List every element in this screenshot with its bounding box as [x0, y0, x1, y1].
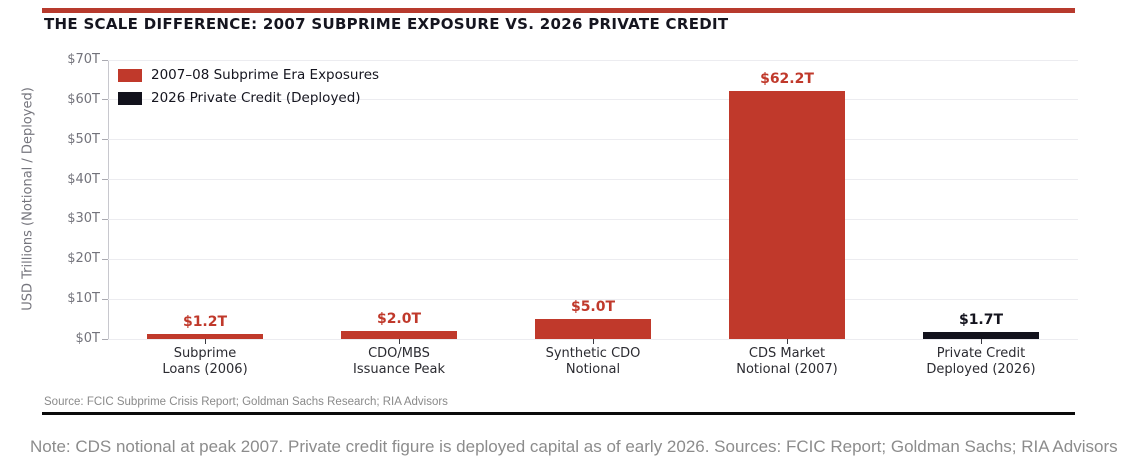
- y-tick-mark: [102, 99, 108, 101]
- bar: [341, 331, 457, 339]
- y-tick-mark: [102, 59, 108, 61]
- x-tick-label: CDO/MBS Issuance Peak: [302, 346, 496, 378]
- gridline: [108, 179, 1078, 181]
- x-tick-label-line: Deployed (2026): [926, 362, 1036, 377]
- bar: [729, 91, 845, 339]
- chart-title: THE SCALE DIFFERENCE: 2007 SUBPRIME EXPO…: [44, 15, 729, 33]
- y-tick-label: $50T: [67, 131, 100, 147]
- x-tick-label-line: Private Credit: [936, 346, 1026, 361]
- legend-label: 2026 Private Credit (Deployed): [151, 90, 361, 106]
- legend: 2007–08 Subprime Era Exposures 2026 Priva…: [118, 67, 379, 113]
- gridline: [108, 59, 1078, 61]
- x-tick-mark: [980, 339, 982, 344]
- x-tick-mark: [592, 339, 594, 344]
- x-tick-label-line: Notional (2007): [736, 362, 838, 377]
- y-tick-mark: [102, 298, 108, 300]
- x-tick-mark: [786, 339, 788, 344]
- y-tick-label: $60T: [67, 91, 100, 107]
- gridline: [108, 99, 1078, 101]
- x-tick-label-line: Synthetic CDO: [545, 346, 641, 361]
- gridline: [108, 139, 1078, 141]
- x-tick-label-line: Loans (2006): [162, 362, 248, 377]
- y-tick-mark: [102, 258, 108, 260]
- legend-label: 2007–08 Subprime Era Exposures: [151, 67, 380, 83]
- gridline: [108, 258, 1078, 260]
- x-tick-label: Subprime Loans (2006): [108, 346, 302, 378]
- x-tick-mark: [398, 339, 400, 344]
- y-tick-mark: [102, 179, 108, 181]
- x-tick-label-line: Subprime: [173, 346, 237, 361]
- bar-value-label: $5.0T: [570, 299, 616, 316]
- y-tick-label: $20T: [67, 251, 100, 267]
- bar: [923, 332, 1039, 339]
- x-tick-label-line: Notional: [565, 362, 621, 377]
- x-tick-label: Synthetic CDO Notional: [496, 346, 690, 378]
- source-divider: Source: FCIC Subprime Crisis Report; Gol…: [42, 396, 1075, 415]
- y-tick-label: $0T: [75, 331, 100, 346]
- source-line: Source: FCIC Subprime Crisis Report; Gol…: [44, 396, 448, 408]
- y-tick-label: $40T: [67, 171, 100, 187]
- bar: [147, 334, 263, 339]
- x-tick-mark: [204, 339, 206, 344]
- x-tick-label-line: CDO/MBS: [368, 346, 430, 361]
- plot-area: $1.2T $2.0T $5.0T $62.2T $1.7T: [108, 59, 1078, 340]
- bar-value-label: $2.0T: [376, 311, 422, 328]
- x-tick-label-line: CDS Market: [748, 346, 826, 361]
- x-tick-label: CDS Market Notional (2007): [690, 346, 884, 378]
- legend-swatch: [118, 91, 142, 105]
- gridline: [108, 218, 1078, 220]
- x-tick-label-line: Issuance Peak: [353, 362, 445, 377]
- y-tick-label: $70T: [67, 52, 100, 67]
- legend-swatch: [118, 68, 142, 82]
- y-tick-label: $30T: [67, 211, 100, 227]
- x-tick-label: Private Credit Deployed (2026): [884, 346, 1078, 378]
- y-tick-mark: [102, 338, 108, 340]
- y-axis-label-text: USD Trillions (Notional / Deployed): [20, 87, 36, 311]
- gridline: [108, 298, 1078, 300]
- footnote: Note: CDS notional at peak 2007. Private…: [30, 437, 1118, 456]
- y-tick-mark: [102, 139, 108, 141]
- legend-row: 2026 Private Credit (Deployed): [118, 90, 379, 106]
- legend-row: 2007–08 Subprime Era Exposures: [118, 67, 379, 83]
- y-tick-mark: [102, 218, 108, 220]
- bar-value-label: $1.7T: [958, 312, 1004, 329]
- bar-value-label: $1.2T: [182, 314, 228, 331]
- bar-value-label: $62.2T: [760, 71, 814, 88]
- y-tick-label: $10T: [67, 291, 100, 307]
- y-axis-spine: [108, 60, 109, 339]
- bar: [535, 319, 651, 339]
- accent-top-bar: [42, 8, 1075, 13]
